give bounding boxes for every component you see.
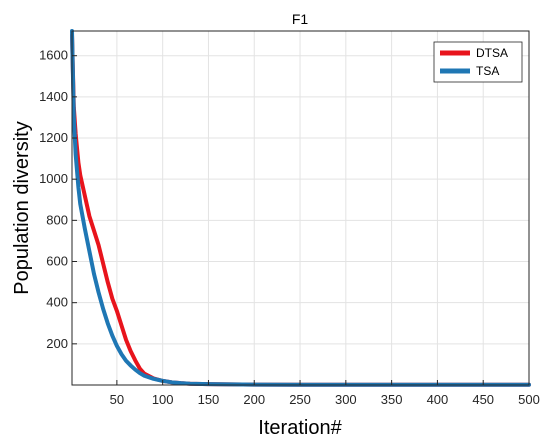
y-tick-label: 1000 [39, 171, 68, 186]
x-tick-label: 350 [381, 392, 403, 407]
x-tick-label: 100 [152, 392, 174, 407]
x-tick-label: 450 [472, 392, 494, 407]
legend-label-tsa: TSA [476, 64, 499, 78]
legend-box [433, 41, 523, 83]
y-tick-label: 400 [46, 295, 68, 310]
chart-title: F1 [292, 11, 309, 27]
legend-label-dtsa: DTSA [476, 46, 508, 60]
x-tick-label: 50 [110, 392, 124, 407]
y-axis-title: Population diversity [11, 121, 33, 294]
x-axis-title: Iteration# [258, 417, 342, 439]
series-line-tsa [70, 29, 531, 387]
x-tick-label: 300 [335, 392, 357, 407]
y-tick-label: 1400 [39, 89, 68, 104]
x-axis: 50 100 150 200 250 300 350 400 450 500 [110, 380, 540, 407]
x-tick-label: 400 [427, 392, 449, 407]
y-axis: 200 400 600 800 1000 1200 1400 1600 [39, 48, 77, 351]
legend: DTSA TSA [433, 41, 523, 83]
y-tick-label: 1200 [39, 130, 68, 145]
y-tick-label: 600 [46, 254, 68, 269]
y-tick-label: 800 [46, 212, 68, 227]
x-tick-label: 150 [198, 392, 220, 407]
x-tick-label: 250 [289, 392, 311, 407]
y-tick-label: 1600 [39, 48, 68, 63]
y-tick-label: 200 [46, 336, 68, 351]
x-tick-label: 200 [243, 392, 265, 407]
x-tick-label: 500 [518, 392, 540, 407]
series-layer [70, 29, 531, 387]
